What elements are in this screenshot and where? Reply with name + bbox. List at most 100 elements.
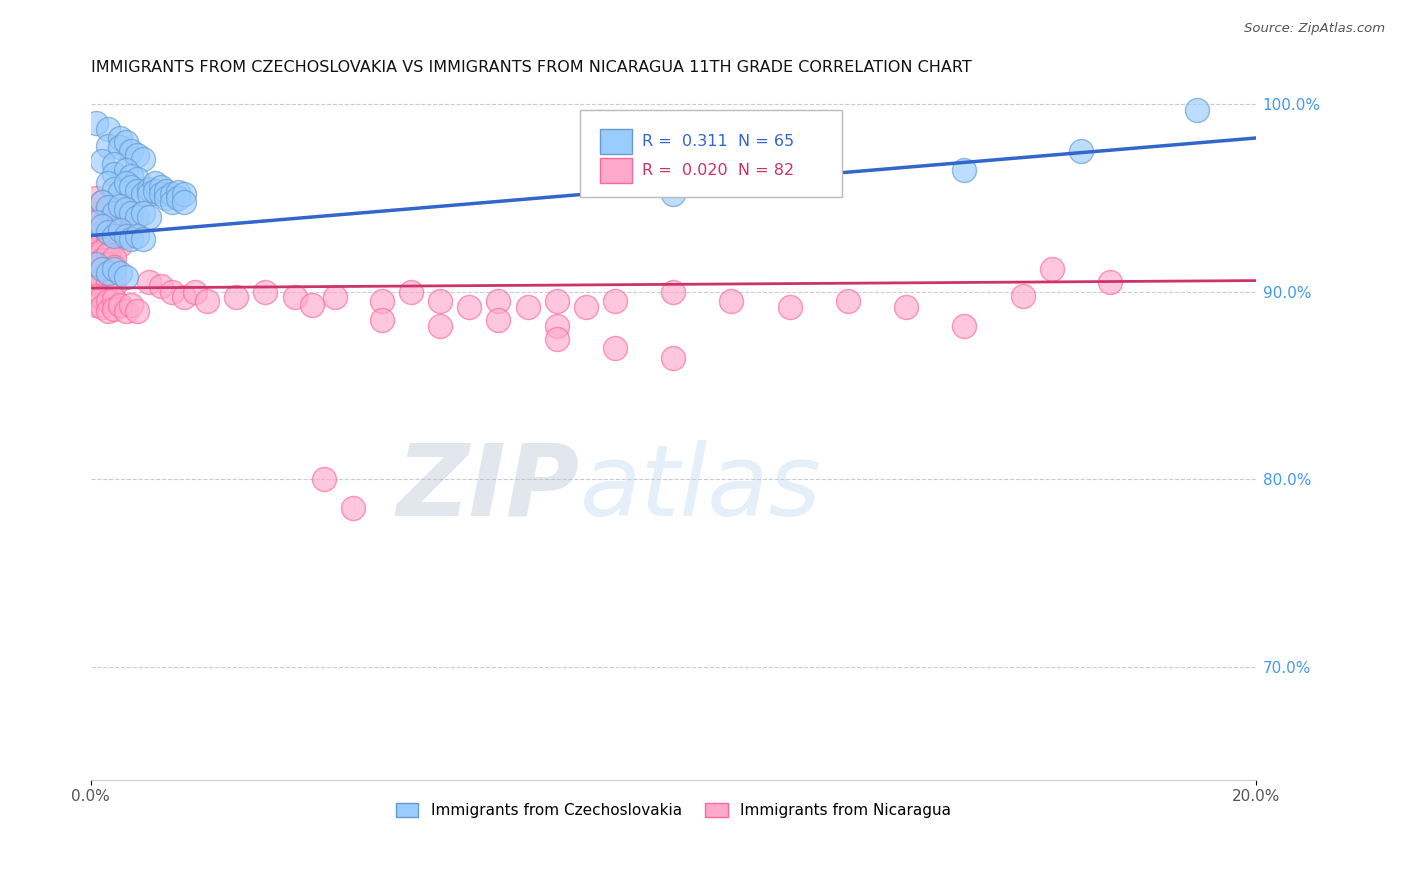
Point — [127, 303, 149, 318]
Point — [97, 219, 120, 234]
Point — [103, 196, 125, 211]
Point — [132, 152, 155, 166]
Point — [108, 238, 131, 252]
Point — [120, 210, 142, 224]
Point — [575, 300, 598, 314]
Text: R =  0.020  N = 82: R = 0.020 N = 82 — [641, 163, 794, 178]
Point — [103, 157, 125, 171]
Text: Source: ZipAtlas.com: Source: ZipAtlas.com — [1244, 22, 1385, 36]
Point — [97, 121, 120, 136]
Point — [138, 276, 160, 290]
Text: IMMIGRANTS FROM CZECHOSLOVAKIA VS IMMIGRANTS FROM NICARAGUA 11TH GRADE CORRELATI: IMMIGRANTS FROM CZECHOSLOVAKIA VS IMMIGR… — [90, 60, 972, 75]
Point — [91, 194, 114, 209]
Point — [91, 225, 114, 239]
Point — [103, 279, 125, 293]
Point — [91, 262, 114, 277]
Point — [108, 131, 131, 145]
Point — [114, 228, 136, 243]
Point — [155, 191, 177, 205]
Point — [114, 269, 136, 284]
Point — [97, 257, 120, 271]
Point — [160, 194, 183, 209]
Point — [97, 138, 120, 153]
Point — [103, 260, 125, 275]
Point — [86, 266, 108, 280]
Point — [103, 293, 125, 307]
Point — [1187, 103, 1209, 117]
Point — [254, 285, 277, 299]
Point — [173, 290, 195, 304]
Point — [114, 303, 136, 318]
Point — [896, 300, 918, 314]
Point — [120, 179, 142, 194]
Point — [283, 290, 305, 304]
Point — [103, 234, 125, 248]
Point — [120, 206, 142, 220]
Point — [1099, 276, 1122, 290]
Point — [120, 144, 142, 158]
Point — [132, 206, 155, 220]
Point — [546, 318, 568, 333]
Point — [138, 182, 160, 196]
Point — [155, 184, 177, 198]
Point — [143, 176, 166, 190]
Point — [953, 162, 976, 177]
Point — [662, 351, 685, 365]
Point — [429, 294, 451, 309]
Point — [120, 221, 142, 235]
Point — [86, 116, 108, 130]
Point — [114, 202, 136, 217]
Point — [97, 176, 120, 190]
Point — [97, 228, 120, 243]
Point — [114, 206, 136, 220]
Point — [160, 187, 183, 202]
Point — [662, 285, 685, 299]
Point — [108, 140, 131, 154]
Point — [97, 201, 120, 215]
Point — [91, 194, 114, 209]
Point — [97, 266, 120, 280]
Point — [97, 294, 120, 309]
Point — [603, 294, 626, 309]
Point — [1040, 262, 1063, 277]
Point — [91, 244, 114, 258]
Point — [429, 318, 451, 333]
Text: atlas: atlas — [579, 440, 821, 537]
Point — [97, 238, 120, 252]
Point — [108, 298, 131, 312]
Point — [86, 257, 108, 271]
Point — [127, 172, 149, 186]
Point — [114, 162, 136, 177]
Point — [86, 228, 108, 243]
Point — [184, 285, 207, 299]
Point — [120, 169, 142, 183]
Point — [779, 300, 801, 314]
Point — [108, 266, 131, 280]
Point — [103, 182, 125, 196]
Point — [195, 294, 218, 309]
Point — [91, 271, 114, 285]
Legend: Immigrants from Czechoslovakia, Immigrants from Nicaragua: Immigrants from Czechoslovakia, Immigran… — [389, 797, 957, 824]
Point — [91, 234, 114, 248]
Point — [114, 176, 136, 190]
Point — [103, 225, 125, 239]
Point — [399, 285, 422, 299]
Point — [149, 279, 172, 293]
Point — [127, 228, 149, 243]
Point — [323, 290, 346, 304]
Point — [103, 269, 125, 284]
Point — [86, 191, 108, 205]
Point — [103, 251, 125, 265]
Point — [173, 194, 195, 209]
Point — [749, 176, 772, 190]
Point — [127, 210, 149, 224]
Point — [103, 206, 125, 220]
Point — [1011, 288, 1033, 302]
Point — [97, 204, 120, 219]
Point — [120, 298, 142, 312]
Point — [103, 262, 125, 277]
Point — [160, 285, 183, 299]
FancyBboxPatch shape — [600, 128, 633, 153]
Point — [173, 187, 195, 202]
Point — [86, 288, 108, 302]
